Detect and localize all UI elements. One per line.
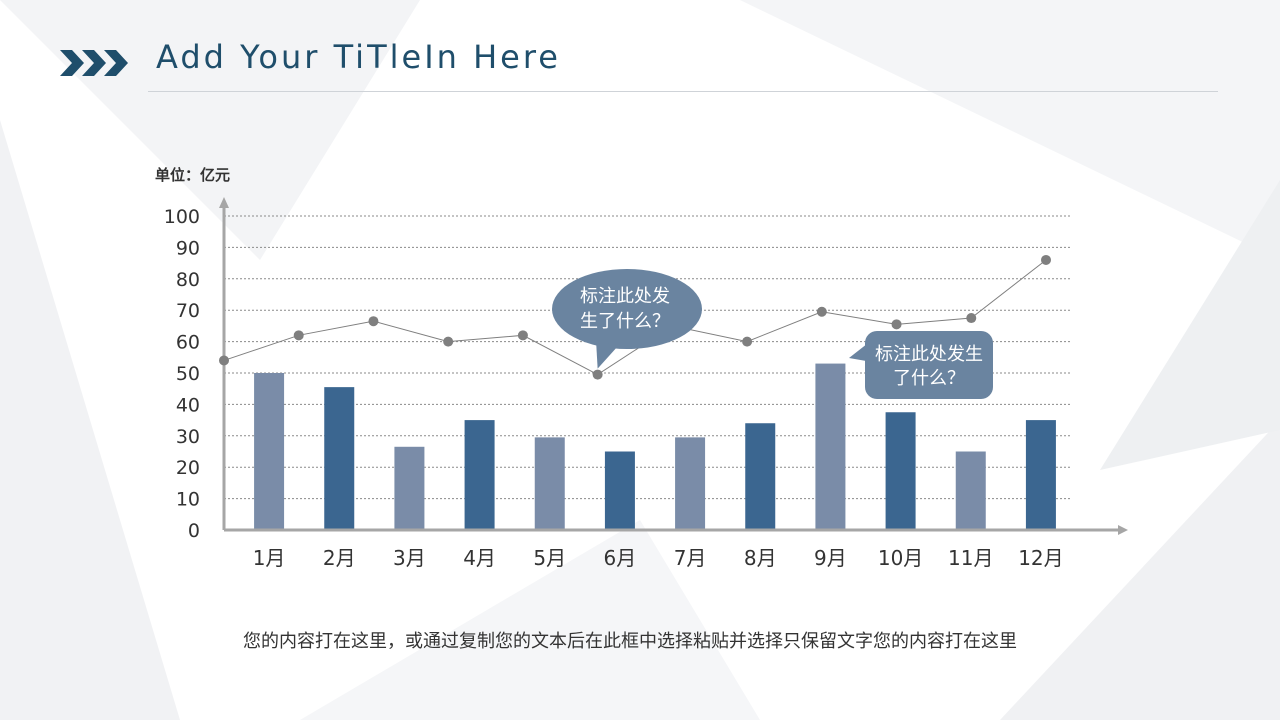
x-tick-label: 9月 xyxy=(814,546,847,570)
bar xyxy=(604,451,635,529)
title-divider xyxy=(148,91,1218,92)
callout-text: 生了什么？ xyxy=(580,311,670,332)
y-tick-label: 90 xyxy=(176,237,200,259)
x-tick-label: 4月 xyxy=(463,546,496,570)
y-axis-arrow xyxy=(219,197,229,208)
y-tick-label: 80 xyxy=(176,269,200,291)
y-tick-label: 10 xyxy=(176,489,200,511)
bar xyxy=(815,363,846,529)
line-point xyxy=(517,330,528,341)
line-point xyxy=(443,336,454,347)
x-tick-label: 11月 xyxy=(948,546,993,570)
line-point xyxy=(966,313,977,324)
y-tick-label: 70 xyxy=(176,300,200,322)
title-chevrons-icon xyxy=(60,50,128,76)
y-tick-label: 40 xyxy=(176,394,200,416)
bar xyxy=(955,451,986,529)
footer-text: 您的内容打在这里，或通过复制您的文本后在此框中选择粘贴并选择只保留文字您的内容打… xyxy=(243,631,1017,652)
callout-text: 标注此处发生 xyxy=(875,344,983,365)
line-point xyxy=(891,319,902,330)
line-point xyxy=(592,369,603,380)
bar xyxy=(394,446,425,529)
line-point xyxy=(368,316,379,327)
callout-text: 标注此处发 xyxy=(580,286,670,307)
callout-text: 了什么？ xyxy=(893,368,965,389)
bar xyxy=(675,437,706,529)
line-series xyxy=(223,259,1047,376)
x-tick-label: 3月 xyxy=(393,546,426,570)
x-tick-label: 2月 xyxy=(323,546,356,570)
line-point xyxy=(742,336,753,347)
y-tick-label: 100 xyxy=(164,206,200,228)
bar xyxy=(1025,420,1056,529)
x-axis-arrow xyxy=(1118,525,1128,535)
page-title: Add Your TiTleIn Here xyxy=(156,38,561,76)
y-tick-label: 60 xyxy=(176,332,200,354)
bar xyxy=(324,387,355,529)
callout-bubble xyxy=(552,269,702,349)
y-tick-label: 0 xyxy=(188,520,200,542)
x-tick-label: 6月 xyxy=(604,546,637,570)
x-tick-label: 8月 xyxy=(744,546,777,570)
line-point xyxy=(1041,254,1051,265)
line-point xyxy=(219,355,229,366)
y-tick-label: 50 xyxy=(176,363,200,385)
x-tick-label: 7月 xyxy=(674,546,707,570)
bar xyxy=(534,437,565,529)
x-tick-label: 10月 xyxy=(878,546,923,570)
line-point xyxy=(816,306,827,317)
x-tick-label: 5月 xyxy=(533,546,566,570)
y-tick-label: 20 xyxy=(176,457,200,479)
bar xyxy=(745,423,776,529)
y-tick-label: 30 xyxy=(176,426,200,448)
callout-pointer xyxy=(849,340,872,362)
x-tick-label: 1月 xyxy=(253,546,286,570)
callout-bubble xyxy=(865,331,993,399)
bar xyxy=(885,412,916,529)
line-point xyxy=(293,330,304,341)
unit-label: 单位：亿元 xyxy=(155,166,231,184)
callout-pointer xyxy=(596,340,618,369)
bar xyxy=(254,373,285,529)
bar xyxy=(464,420,495,529)
x-tick-label: 12月 xyxy=(1018,546,1063,570)
